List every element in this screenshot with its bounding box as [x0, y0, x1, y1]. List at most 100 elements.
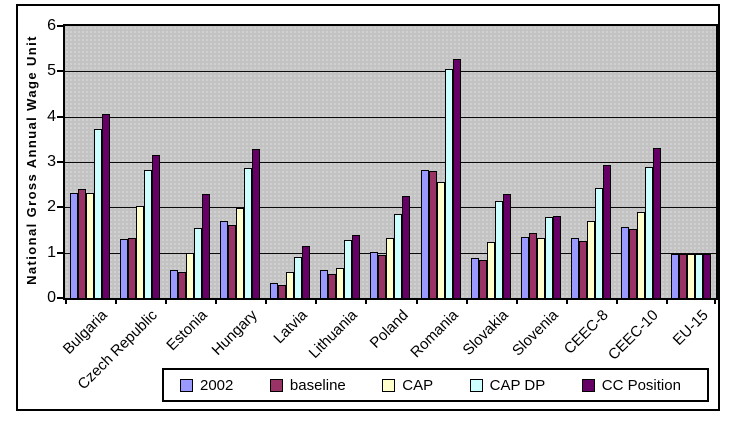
bar-cc-position-hungary — [252, 149, 261, 298]
bar-2002-slovakia — [470, 258, 479, 298]
bar-cap-poland — [386, 238, 395, 298]
gridline-2 — [65, 207, 716, 209]
legend-swatch-cap-dp — [469, 378, 483, 392]
bar-cc-position-slovakia — [502, 194, 511, 298]
y-tick-mark-1 — [57, 251, 63, 254]
bar-cap-hungary — [236, 208, 245, 298]
x-tick-mark-2 — [165, 298, 167, 304]
bar-cap-dp-ceec-10 — [644, 167, 653, 298]
legend-item-baseline: baseline — [269, 376, 346, 394]
x-tick-mark-7 — [416, 298, 418, 304]
bar-group-hungary — [215, 26, 265, 298]
x-tick-mark-5 — [315, 298, 317, 304]
legend-swatch-2002 — [180, 378, 193, 392]
x-tick-mark-0 — [65, 298, 67, 304]
bar-baseline-ceec-8 — [578, 241, 587, 298]
bar-cc-position-romania — [452, 59, 461, 298]
bar-cc-position-ceec-8 — [602, 165, 611, 298]
bar-2002-poland — [370, 252, 379, 298]
bar-cap-czech-republic — [136, 206, 145, 298]
legend-label-cap-dp: CAP DP — [489, 376, 546, 394]
bar-2002-romania — [420, 170, 429, 298]
bar-baseline-czech-republic — [128, 238, 137, 298]
bar-2002-slovenia — [520, 237, 529, 298]
x-tick-mark-11 — [616, 298, 618, 304]
gridline-3 — [65, 162, 716, 163]
bar-2002-lithuania — [320, 270, 329, 298]
bar-cc-position-estonia — [202, 194, 211, 298]
legend-swatch-cap — [382, 378, 396, 392]
bar-2002-ceec-10 — [620, 227, 629, 298]
y-tick-mark-0 — [57, 297, 63, 299]
bar-baseline-bulgaria — [78, 189, 87, 298]
bar-group-estonia — [165, 26, 215, 298]
bar-cap-dp-ceec-8 — [594, 188, 603, 298]
bar-group-czech-republic — [115, 26, 165, 298]
y-tick-mark-2 — [57, 206, 63, 209]
bar-cap-dp-latvia — [294, 257, 303, 298]
bar-cc-position-lithuania — [352, 235, 361, 298]
x-tick-mark-1 — [115, 298, 117, 304]
y-tick-mark-4 — [57, 115, 63, 118]
y-tick-label-5: 5 — [47, 62, 56, 80]
bar-2002-estonia — [170, 270, 179, 298]
legend-item-cap-dp: CAP DP — [469, 376, 546, 394]
bar-2002-eu-15 — [670, 254, 679, 298]
plot-area — [63, 24, 718, 300]
bar-baseline-eu-15 — [678, 254, 687, 298]
bar-cap-dp-eu-15 — [694, 254, 703, 298]
y-tick-label-4: 4 — [47, 107, 56, 125]
bar-cap-dp-czech-republic — [144, 170, 153, 298]
bar-baseline-latvia — [278, 285, 287, 298]
x-tick-mark-12 — [666, 298, 668, 304]
bar-cap-romania — [436, 182, 445, 298]
x-tick-mark-9 — [516, 298, 518, 304]
y-tick-label-6: 6 — [47, 17, 56, 34]
bar-cc-position-eu-15 — [702, 254, 711, 298]
bar-cap-ceec-8 — [586, 221, 595, 298]
y-tick-mark-6 — [57, 25, 63, 27]
bar-cap-dp-bulgaria — [94, 129, 103, 298]
bar-group-eu-15 — [666, 26, 716, 298]
legend-item-cc-position: CC Position — [581, 378, 681, 393]
bar-cap-slovenia — [536, 238, 545, 298]
x-tick-mark-3 — [215, 298, 217, 304]
legend-item-2002: 2002 — [180, 378, 233, 393]
y-tick-label-1: 1 — [47, 243, 56, 261]
bar-cap-dp-poland — [394, 214, 403, 298]
bar-baseline-hungary — [228, 225, 237, 298]
bar-cc-position-poland — [402, 196, 411, 298]
bar-group-ceec-10 — [616, 26, 666, 298]
bar-group-romania — [416, 26, 466, 298]
bar-baseline-lithuania — [328, 274, 337, 298]
bar-cap-lithuania — [336, 268, 345, 298]
y-tick-mark-5 — [57, 70, 63, 73]
bar-baseline-poland — [378, 255, 387, 298]
y-tick-label-3: 3 — [47, 153, 56, 170]
bar-cap-dp-slovenia — [544, 217, 553, 298]
legend-label-cap: CAP — [402, 376, 434, 394]
bar-cap-ceec-10 — [636, 212, 645, 298]
bar-group-latvia — [265, 26, 315, 298]
bar-2002-hungary — [220, 221, 229, 298]
bar-group-lithuania — [315, 26, 365, 298]
gridline-4 — [65, 116, 716, 118]
bar-group-ceec-8 — [566, 26, 616, 298]
legend-swatch-cc-position — [581, 378, 595, 392]
bar-baseline-estonia — [178, 272, 187, 298]
legend-swatch-baseline — [269, 378, 283, 392]
bar-group-poland — [365, 26, 415, 298]
bar-cap-eu-15 — [686, 254, 695, 298]
bar-group-slovakia — [466, 26, 516, 298]
x-tick-mark-4 — [265, 298, 267, 304]
bar-cap-latvia — [286, 272, 295, 298]
bar-cap-estonia — [186, 253, 195, 298]
bar-baseline-slovakia — [478, 260, 487, 298]
bar-cap-dp-estonia — [194, 228, 203, 298]
bar-group-bulgaria — [65, 26, 115, 298]
gridline-5 — [65, 71, 716, 73]
bar-2002-czech-republic — [120, 239, 129, 298]
legend-label-baseline: baseline — [289, 376, 346, 394]
x-tick-mark-6 — [365, 298, 367, 304]
bar-cc-position-latvia — [302, 246, 311, 298]
